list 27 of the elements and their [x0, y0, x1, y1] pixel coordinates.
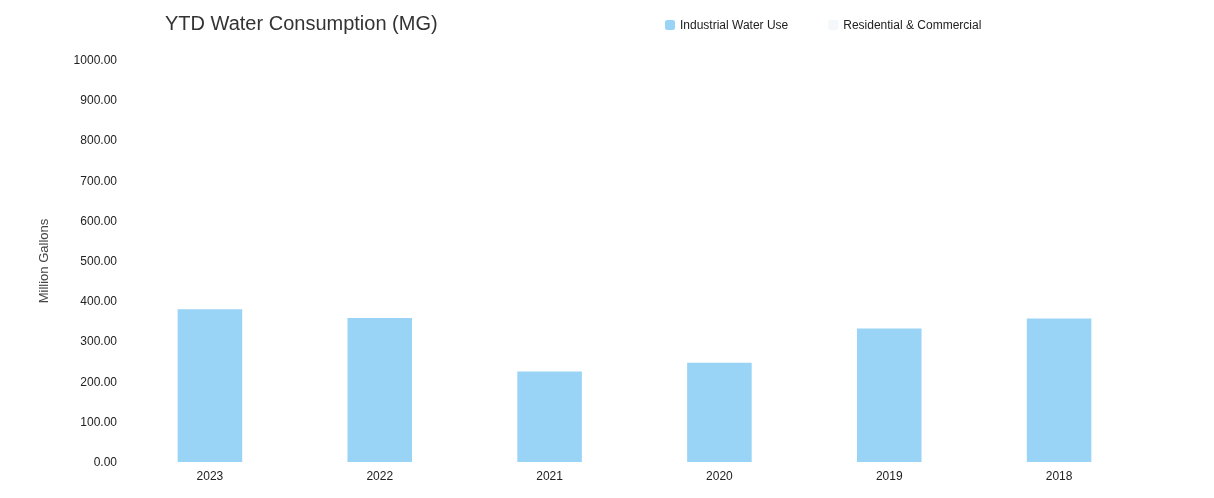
- y-tick-label: 700.00: [80, 173, 118, 188]
- bar: [856, 328, 922, 462]
- bar: [177, 309, 243, 462]
- y-tick-label: 1000.00: [73, 53, 118, 67]
- x-tick-label: 2022: [366, 469, 394, 483]
- bar: [517, 371, 582, 462]
- y-tick-label: 200.00: [80, 374, 118, 389]
- y-tick-label: 300.00: [80, 334, 118, 349]
- y-tick-label: 600.00: [80, 213, 118, 228]
- x-tick-label: 2018: [1045, 469, 1073, 483]
- y-tick-label: 0.00: [93, 455, 118, 469]
- y-tick-label: 800.00: [80, 133, 118, 148]
- y-tick-label: 900.00: [80, 93, 118, 108]
- x-tick-label: 2020: [706, 469, 734, 483]
- bar: [347, 318, 413, 462]
- y-tick-label: 500.00: [80, 254, 118, 268]
- chart-title: YTD Water Consumption (MG): [165, 12, 438, 34]
- y-tick-label: 100.00: [80, 414, 118, 429]
- y-axis-title: Million Gallons: [36, 218, 51, 304]
- bar: [1026, 318, 1092, 462]
- x-tick-label: 2023: [196, 469, 224, 483]
- x-tick-label: 2021: [536, 469, 564, 483]
- legend-label: Industrial Water Use: [680, 18, 789, 32]
- x-tick-label: 2019: [875, 469, 903, 483]
- bar: [687, 362, 752, 462]
- legend-label: Residential & Commercial: [843, 18, 982, 32]
- y-tick-label: 400.00: [80, 294, 118, 309]
